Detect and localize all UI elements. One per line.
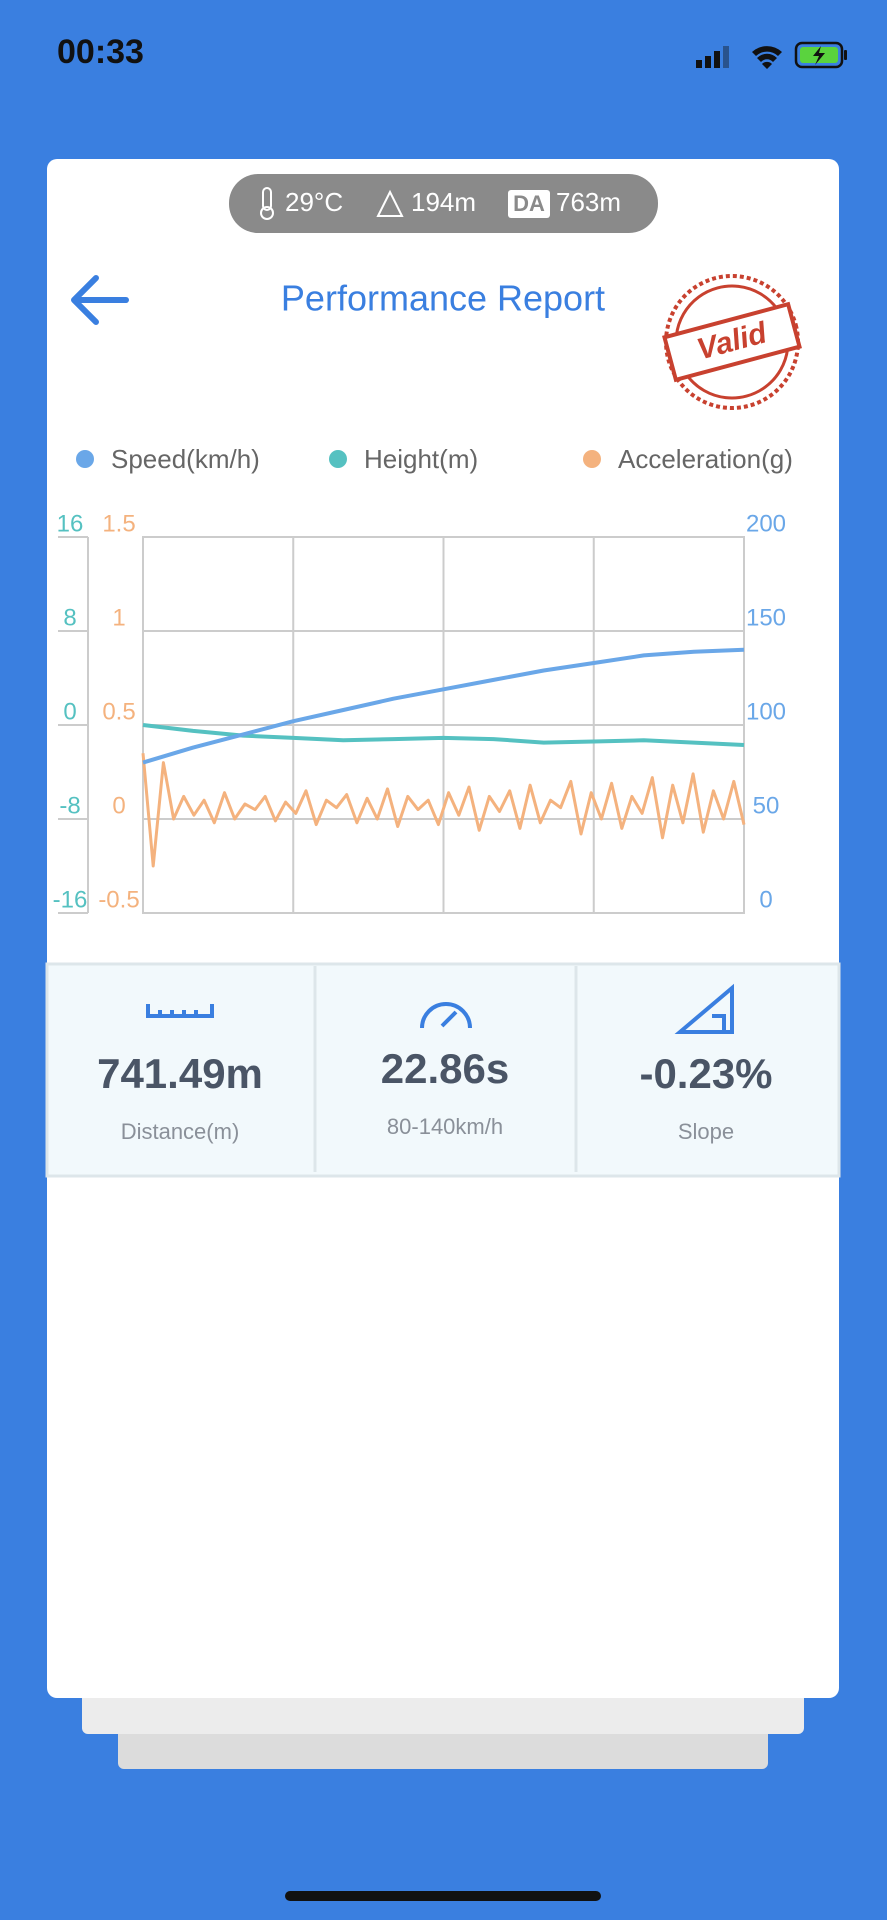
stat-label: Distance(m) bbox=[121, 1119, 240, 1144]
y2-tick-label: 0 bbox=[759, 886, 772, 913]
temperature: 29°C bbox=[285, 187, 343, 217]
stats-panel bbox=[45, 962, 841, 1178]
valid-stamp: Valid bbox=[662, 274, 802, 410]
y-tick-label: 16 bbox=[57, 510, 84, 537]
y3-tick-label: 0 bbox=[112, 792, 125, 819]
stat-value: 741.49m bbox=[97, 1050, 263, 1097]
y3-tick-label: 1.5 bbox=[102, 510, 135, 537]
y2-tick-label: 150 bbox=[746, 604, 786, 631]
series-line bbox=[142, 647, 745, 765]
density-altitude: 763m bbox=[556, 187, 621, 217]
y2-tick-label: 50 bbox=[753, 792, 780, 819]
da-badge bbox=[508, 190, 550, 218]
y2-tick-label: 100 bbox=[746, 698, 786, 725]
legend-marker bbox=[329, 450, 347, 468]
back-button[interactable] bbox=[71, 275, 129, 325]
status-icons bbox=[696, 41, 847, 69]
legend-label: Acceleration(g) bbox=[618, 444, 793, 474]
stat-value: -0.23% bbox=[639, 1050, 772, 1097]
y2-tick-label: 200 bbox=[746, 510, 786, 537]
chart: Speed(km/h) Height(m) Acceleration(g) -16 -8… bbox=[53, 444, 793, 914]
title: Performance Report bbox=[281, 278, 605, 319]
stat-icons bbox=[146, 983, 734, 1034]
stat-label: Slope bbox=[678, 1119, 734, 1144]
legend-label: Speed(km/h) bbox=[111, 444, 260, 474]
legend-marker bbox=[583, 450, 601, 468]
y-tick-label: 0 bbox=[63, 698, 76, 725]
y3-tick-label: 1 bbox=[112, 604, 125, 631]
legend-label: Height(m) bbox=[364, 444, 478, 474]
stat-label: 80-140km/h bbox=[387, 1114, 503, 1139]
y-tick-label: -16 bbox=[53, 886, 88, 913]
legend-marker bbox=[76, 450, 94, 468]
home-indicator bbox=[285, 1891, 601, 1901]
condition-icons bbox=[260, 187, 404, 220]
card bbox=[47, 159, 839, 1698]
series-line bbox=[141, 753, 746, 868]
y-tick-label: -8 bbox=[59, 792, 80, 819]
da-label: DA bbox=[513, 191, 545, 216]
conditions-pill bbox=[229, 174, 658, 233]
stat-value: 22.86s bbox=[381, 1045, 509, 1092]
y3-tick-label: 0.5 bbox=[102, 698, 135, 725]
status-time: 00:33 bbox=[57, 33, 144, 71]
y-tick-label: 8 bbox=[63, 604, 76, 631]
y3-tick-label: -0.5 bbox=[98, 886, 139, 913]
altitude: 194m bbox=[411, 187, 476, 217]
